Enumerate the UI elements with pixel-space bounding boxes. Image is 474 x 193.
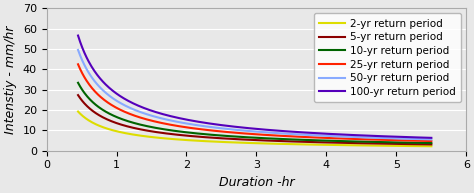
10-yr return period bbox=[75, 82, 81, 84]
100-yr return period bbox=[75, 34, 81, 37]
2-yr return period bbox=[365, 144, 371, 147]
5-yr return period bbox=[243, 138, 249, 141]
25-yr return period bbox=[285, 135, 291, 137]
50-yr return period bbox=[75, 49, 81, 51]
50-yr return period bbox=[245, 130, 251, 132]
10-yr return period bbox=[428, 142, 434, 144]
25-yr return period bbox=[243, 132, 249, 135]
Line: 5-yr return period: 5-yr return period bbox=[78, 95, 431, 144]
50-yr return period bbox=[243, 130, 249, 132]
100-yr return period bbox=[266, 129, 272, 131]
100-yr return period bbox=[245, 127, 251, 129]
10-yr return period bbox=[243, 136, 249, 138]
X-axis label: Duration -hr: Duration -hr bbox=[219, 176, 294, 189]
100-yr return period bbox=[243, 127, 249, 129]
50-yr return period bbox=[266, 131, 272, 134]
Line: 25-yr return period: 25-yr return period bbox=[78, 64, 431, 141]
10-yr return period bbox=[266, 137, 272, 140]
Y-axis label: Intenstiy - mm/hr: Intenstiy - mm/hr bbox=[4, 25, 17, 134]
5-yr return period bbox=[420, 143, 426, 146]
25-yr return period bbox=[75, 63, 81, 65]
Line: 50-yr return period: 50-yr return period bbox=[78, 50, 431, 139]
5-yr return period bbox=[285, 140, 291, 142]
25-yr return period bbox=[365, 138, 371, 141]
Line: 100-yr return period: 100-yr return period bbox=[78, 36, 431, 138]
2-yr return period bbox=[243, 142, 249, 144]
5-yr return period bbox=[428, 143, 434, 146]
5-yr return period bbox=[266, 140, 272, 142]
100-yr return period bbox=[285, 130, 291, 133]
2-yr return period bbox=[420, 145, 426, 147]
2-yr return period bbox=[266, 142, 272, 145]
50-yr return period bbox=[420, 138, 426, 140]
Legend: 2-yr return period, 5-yr return period, 10-yr return period, 25-yr return period: 2-yr return period, 5-yr return period, … bbox=[314, 13, 461, 102]
25-yr return period bbox=[420, 140, 426, 142]
100-yr return period bbox=[428, 137, 434, 139]
25-yr return period bbox=[266, 134, 272, 136]
Line: 2-yr return period: 2-yr return period bbox=[78, 112, 431, 146]
10-yr return period bbox=[245, 136, 251, 139]
25-yr return period bbox=[245, 133, 251, 135]
25-yr return period bbox=[428, 140, 434, 142]
100-yr return period bbox=[365, 135, 371, 137]
Line: 10-yr return period: 10-yr return period bbox=[78, 83, 431, 143]
5-yr return period bbox=[245, 139, 251, 141]
50-yr return period bbox=[365, 136, 371, 139]
10-yr return period bbox=[420, 142, 426, 144]
2-yr return period bbox=[75, 110, 81, 113]
10-yr return period bbox=[285, 138, 291, 141]
10-yr return period bbox=[365, 141, 371, 143]
2-yr return period bbox=[285, 143, 291, 145]
5-yr return period bbox=[75, 94, 81, 96]
5-yr return period bbox=[365, 142, 371, 145]
50-yr return period bbox=[285, 133, 291, 135]
50-yr return period bbox=[428, 138, 434, 141]
2-yr return period bbox=[245, 142, 251, 144]
2-yr return period bbox=[428, 145, 434, 147]
100-yr return period bbox=[420, 136, 426, 139]
